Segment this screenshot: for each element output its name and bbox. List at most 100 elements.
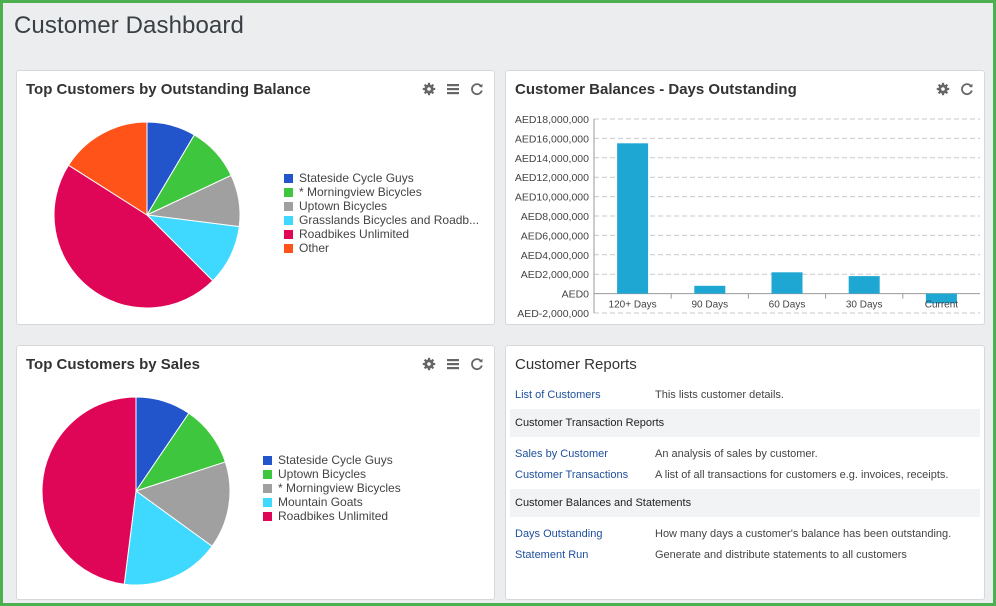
report-link[interactable]: Sales by Customer: [515, 448, 608, 460]
y-tick-label: AED0: [562, 289, 590, 301]
legend-label: * Morningview Bicycles: [278, 481, 401, 495]
y-tick-label: AED6,000,000: [521, 230, 589, 242]
bar[interactable]: [925, 293, 957, 304]
refresh-icon[interactable]: [470, 82, 484, 96]
pie-chart-top-sales: [41, 396, 231, 586]
report-link[interactable]: Statement Run: [515, 549, 589, 561]
pie-slice[interactable]: [53, 164, 214, 309]
panel-days-outstanding: Customer Balances - Days Outstanding AED…: [505, 70, 985, 325]
y-tick-label: AED18,000,000: [515, 114, 589, 126]
report-description: An analysis of sales by customer.: [655, 448, 818, 460]
legend-item[interactable]: Uptown Bicycles: [263, 467, 401, 481]
report-row: List of Customers This lists customer de…: [510, 386, 980, 406]
legend-swatch: [284, 229, 293, 239]
refresh-icon[interactable]: [470, 357, 484, 371]
legend-item[interactable]: * Morningview Bicycles: [263, 481, 401, 495]
legend-item[interactable]: Uptown Bicycles: [284, 199, 479, 213]
legend-label: Mountain Goats: [278, 495, 363, 509]
panel-tools: [422, 357, 484, 371]
panel-top-sales: Top Customers by Sales Stateside Cycle G…: [16, 345, 495, 600]
legend-item[interactable]: Grasslands Bicycles and Roadb...: [284, 213, 479, 227]
gear-icon[interactable]: [936, 82, 950, 96]
legend-label: Grasslands Bicycles and Roadb...: [299, 213, 480, 227]
refresh-icon[interactable]: [960, 82, 974, 96]
legend-swatch: [284, 173, 293, 183]
legend-label: Stateside Cycle Guys: [299, 171, 414, 185]
report-description: How many days a customer's balance has b…: [655, 528, 952, 540]
legend-swatch: [284, 243, 293, 253]
report-link[interactable]: List of Customers: [515, 389, 601, 401]
legend-swatch: [284, 215, 293, 225]
y-tick-label: AED12,000,000: [515, 172, 589, 184]
report-link[interactable]: Days Outstanding: [515, 528, 603, 540]
pie-slice[interactable]: [41, 396, 137, 585]
gear-icon[interactable]: [422, 82, 436, 96]
y-tick-label: AED2,000,000: [521, 269, 589, 281]
pie-slice[interactable]: [123, 490, 213, 586]
panel-outstanding-balance: Top Customers by Outstanding Balance Sta…: [16, 70, 495, 325]
legend-label: Roadbikes Unlimited: [299, 227, 410, 241]
list-icon[interactable]: [446, 82, 460, 96]
legend-swatch: [284, 187, 293, 197]
legend-item[interactable]: Stateside Cycle Guys: [284, 171, 479, 185]
bar[interactable]: [694, 285, 726, 294]
panel-title: Customer Reports: [515, 356, 637, 373]
bar[interactable]: [617, 143, 649, 294]
panel-tools: [422, 82, 484, 96]
panel-tools: [936, 82, 974, 96]
legend-label: Stateside Cycle Guys: [278, 453, 393, 467]
legend-item[interactable]: Roadbikes Unlimited: [284, 227, 479, 241]
x-tick-label: 30 Days: [846, 300, 883, 311]
pie-slice[interactable]: [67, 121, 148, 216]
x-tick-label: Current: [925, 300, 959, 311]
legend-label: Other: [299, 241, 330, 255]
legend-swatch: [284, 201, 293, 211]
pie-slice[interactable]: [134, 461, 231, 547]
y-tick-label: AED8,000,000: [521, 211, 589, 223]
legend-label: Uptown Bicycles: [278, 467, 367, 481]
y-tick-label: AED-2,000,000: [517, 308, 589, 319]
y-tick-label: AED4,000,000: [521, 250, 589, 262]
legend-item[interactable]: Stateside Cycle Guys: [263, 453, 401, 467]
legend-swatch: [263, 497, 272, 507]
legend-top-sales: Stateside Cycle Guys Uptown Bicycles * Mor…: [263, 453, 401, 523]
panel-title: Top Customers by Sales: [26, 356, 200, 373]
panel-customer-reports: Customer Reports List of Customers This …: [505, 345, 985, 600]
y-tick-label: AED10,000,000: [515, 192, 589, 204]
legend-label: Uptown Bicycles: [299, 199, 388, 213]
x-tick-label: 90 Days: [691, 300, 728, 311]
x-tick-label: 60 Days: [769, 300, 806, 311]
report-description: Generate and distribute statements to al…: [655, 549, 907, 561]
legend-item[interactable]: * Morningview Bicycles: [284, 185, 479, 199]
bar-chart-days-outstanding: AED18,000,000 AED16,000,000 AED14,000,000 A…: [515, 114, 980, 319]
legend-swatch: [263, 511, 272, 521]
bar[interactable]: [771, 272, 803, 294]
legend-swatch: [263, 483, 272, 493]
bar[interactable]: [848, 276, 880, 294]
report-section-header: Customer Transaction Reports: [510, 409, 980, 437]
list-icon[interactable]: [446, 357, 460, 371]
report-row: Customer Transactions A list of all tran…: [510, 466, 980, 486]
page-title: Customer Dashboard: [14, 12, 244, 39]
legend-outstanding-balance: Stateside Cycle Guys * Morningview Bicycl…: [284, 171, 479, 255]
gear-icon[interactable]: [422, 357, 436, 371]
report-link[interactable]: Customer Transactions: [515, 469, 629, 481]
report-row: Sales by Customer An analysis of sales b…: [510, 445, 980, 465]
report-description: This lists customer details.: [655, 389, 784, 401]
report-row: Days Outstanding How many days a custome…: [510, 525, 980, 545]
legend-item[interactable]: Other: [284, 241, 479, 255]
legend-swatch: [263, 455, 272, 465]
legend-item[interactable]: Roadbikes Unlimited: [263, 509, 401, 523]
x-tick-label: 120+ Days: [609, 300, 657, 311]
panel-title: Top Customers by Outstanding Balance: [26, 81, 311, 98]
legend-item[interactable]: Mountain Goats: [263, 495, 401, 509]
report-description: A list of all transactions for customers…: [655, 469, 949, 481]
y-tick-label: AED16,000,000: [515, 133, 589, 145]
report-row: Statement Run Generate and distribute st…: [510, 546, 980, 566]
legend-label: * Morningview Bicycles: [299, 185, 422, 199]
legend-swatch: [263, 469, 272, 479]
report-section-header: Customer Balances and Statements: [510, 489, 980, 517]
y-tick-label: AED14,000,000: [515, 153, 589, 165]
pie-chart-outstanding-balance: [53, 121, 241, 309]
legend-label: Roadbikes Unlimited: [278, 509, 389, 523]
